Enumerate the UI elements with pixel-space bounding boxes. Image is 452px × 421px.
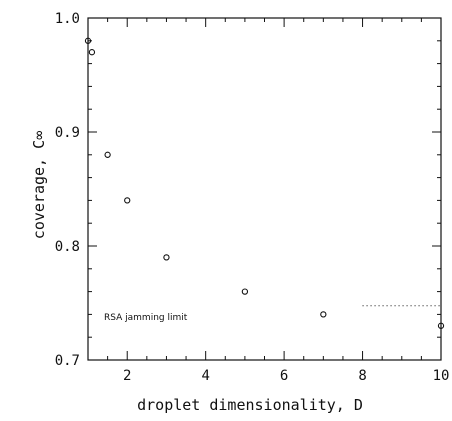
y-tick-label: 1.0 — [55, 11, 80, 27]
x-tick-label: 2 — [123, 368, 131, 384]
y-tick-label: 0.9 — [55, 125, 80, 141]
data-point — [241, 288, 249, 295]
y-tick-label: 0.8 — [55, 239, 80, 255]
x-tick-label: 8 — [358, 368, 366, 384]
reference-line-label: RSA jamming limit — [104, 313, 188, 323]
data-point — [104, 151, 111, 158]
plot-axes — [87, 17, 442, 361]
x-axis-label: droplet dimensionality, D — [137, 396, 363, 414]
data-point — [320, 311, 327, 318]
y-tick-label: 0.7 — [55, 353, 80, 369]
y-axis-label: coverage, C∞ — [30, 131, 48, 239]
data-point — [84, 37, 92, 44]
tick-marks — [87, 17, 442, 361]
data-point — [163, 254, 170, 261]
data-points — [84, 37, 445, 329]
data-point — [88, 49, 96, 56]
data-point — [437, 322, 445, 329]
x-tick-label: 6 — [280, 368, 288, 384]
tick-labels: 2 4 6 8 10 0.7 0.8 0.9 1.0 — [55, 11, 450, 384]
x-tick-label: 10 — [433, 368, 450, 384]
x-tick-label: 4 — [201, 368, 209, 384]
data-point — [124, 197, 131, 204]
plot-frame — [87, 17, 442, 361]
